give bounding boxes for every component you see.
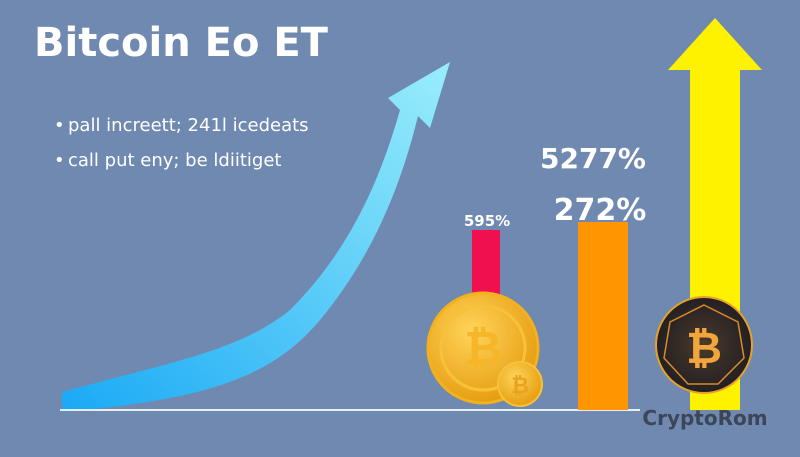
coin-rim (439, 304, 527, 392)
growth-arrow (62, 62, 450, 412)
bullet: call put eny; be ldiitiget (68, 150, 281, 171)
orange-bar (578, 222, 628, 410)
bullet-dot: • (54, 115, 65, 136)
coin-symbol: ₿ (464, 321, 502, 375)
bullet: pall increett; 241l icedeats (68, 115, 309, 136)
coin-symbol: ₿ (686, 323, 722, 374)
coin-symbol: ₿ (511, 374, 529, 399)
dark-coin (655, 296, 753, 394)
top-label: 5277% (540, 142, 646, 175)
title: Bitcoin Eo ET (34, 20, 329, 66)
coin-mesh (663, 304, 745, 385)
bar-label: 272% (554, 193, 647, 228)
bullet-dot: • (54, 150, 65, 171)
watermark: CryptoRom (642, 406, 767, 430)
small-coin (497, 361, 543, 407)
bar-label: 595% (464, 212, 510, 230)
